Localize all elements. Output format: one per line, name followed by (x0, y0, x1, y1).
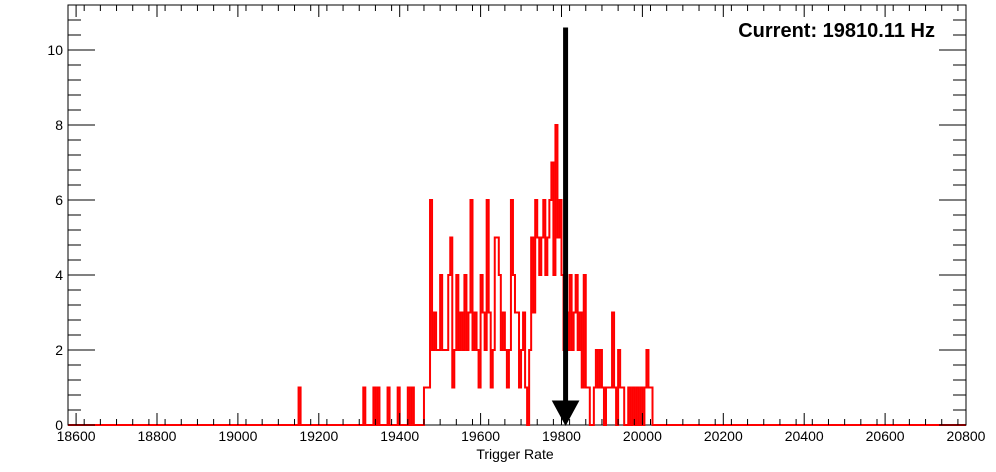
histogram-bin (452, 388, 454, 426)
x-tick-label: 20600 (866, 428, 905, 444)
x-tick-label: 20800 (947, 428, 986, 444)
x-tick-label: 18800 (138, 428, 177, 444)
y-tick-label: 6 (55, 192, 63, 208)
histogram-bin (473, 350, 475, 425)
x-tick-label: 20200 (704, 428, 743, 444)
histogram-bin (582, 388, 584, 426)
histogram-bin (610, 388, 612, 426)
x-tick-label: 19800 (542, 428, 581, 444)
x-tick-label: 20400 (785, 428, 824, 444)
y-tick-label: 2 (55, 342, 63, 358)
plot-frame-rect (67, 4, 967, 426)
histogram-bin (446, 350, 448, 425)
marker-arrow-head (551, 400, 580, 427)
histogram-bin (578, 350, 580, 425)
x-tick-label: 19200 (299, 428, 338, 444)
histogram-bin (507, 388, 509, 426)
histogram-bin (539, 275, 541, 425)
histogram-bin (462, 350, 464, 425)
axes: 18600 18800 19000 19200 19400 19600 19800 20000… (47, 5, 986, 444)
y-tick-label: 10 (47, 42, 63, 58)
y-tick-label: 4 (55, 267, 63, 283)
histogram-bin (608, 388, 610, 426)
x-axis-title: Trigger Rate (476, 446, 554, 462)
histogram-bin (515, 313, 517, 426)
histogram-bin (442, 350, 444, 425)
y-tick-label: 8 (55, 117, 63, 133)
histogram-bin (438, 350, 440, 425)
histogram-bin (557, 238, 559, 426)
histogram-bin (533, 313, 535, 426)
x-tick-label: 19600 (461, 428, 500, 444)
histogram-bin (491, 388, 493, 426)
histogram-bin (620, 388, 622, 426)
histogram-outline-series-0 (68, 124, 966, 426)
histogram-bin (458, 350, 460, 425)
x-tick-label: 19400 (380, 428, 419, 444)
histogram-bin (545, 275, 547, 425)
histogram-bin (598, 388, 600, 426)
y-tick-label: 0 (55, 417, 63, 433)
histogram-bin (436, 350, 438, 425)
histogram-bin (428, 388, 430, 426)
histogram-bin (426, 388, 428, 426)
x-tick-label: 20000 (623, 428, 662, 444)
histogram-bin (485, 350, 487, 425)
current-rate-annotation: Current: 19810.11 Hz (738, 20, 935, 42)
histogram-bin (466, 350, 468, 425)
x-tick-label: 19000 (218, 428, 257, 444)
current-rate-marker (551, 27, 580, 427)
x-tick-label: 18600 (57, 428, 96, 444)
histogram-bin (444, 350, 446, 425)
histogram-bin (432, 350, 434, 425)
plot-frame (67, 4, 967, 426)
histogram-series (68, 124, 966, 426)
histogram-bin (501, 350, 503, 425)
